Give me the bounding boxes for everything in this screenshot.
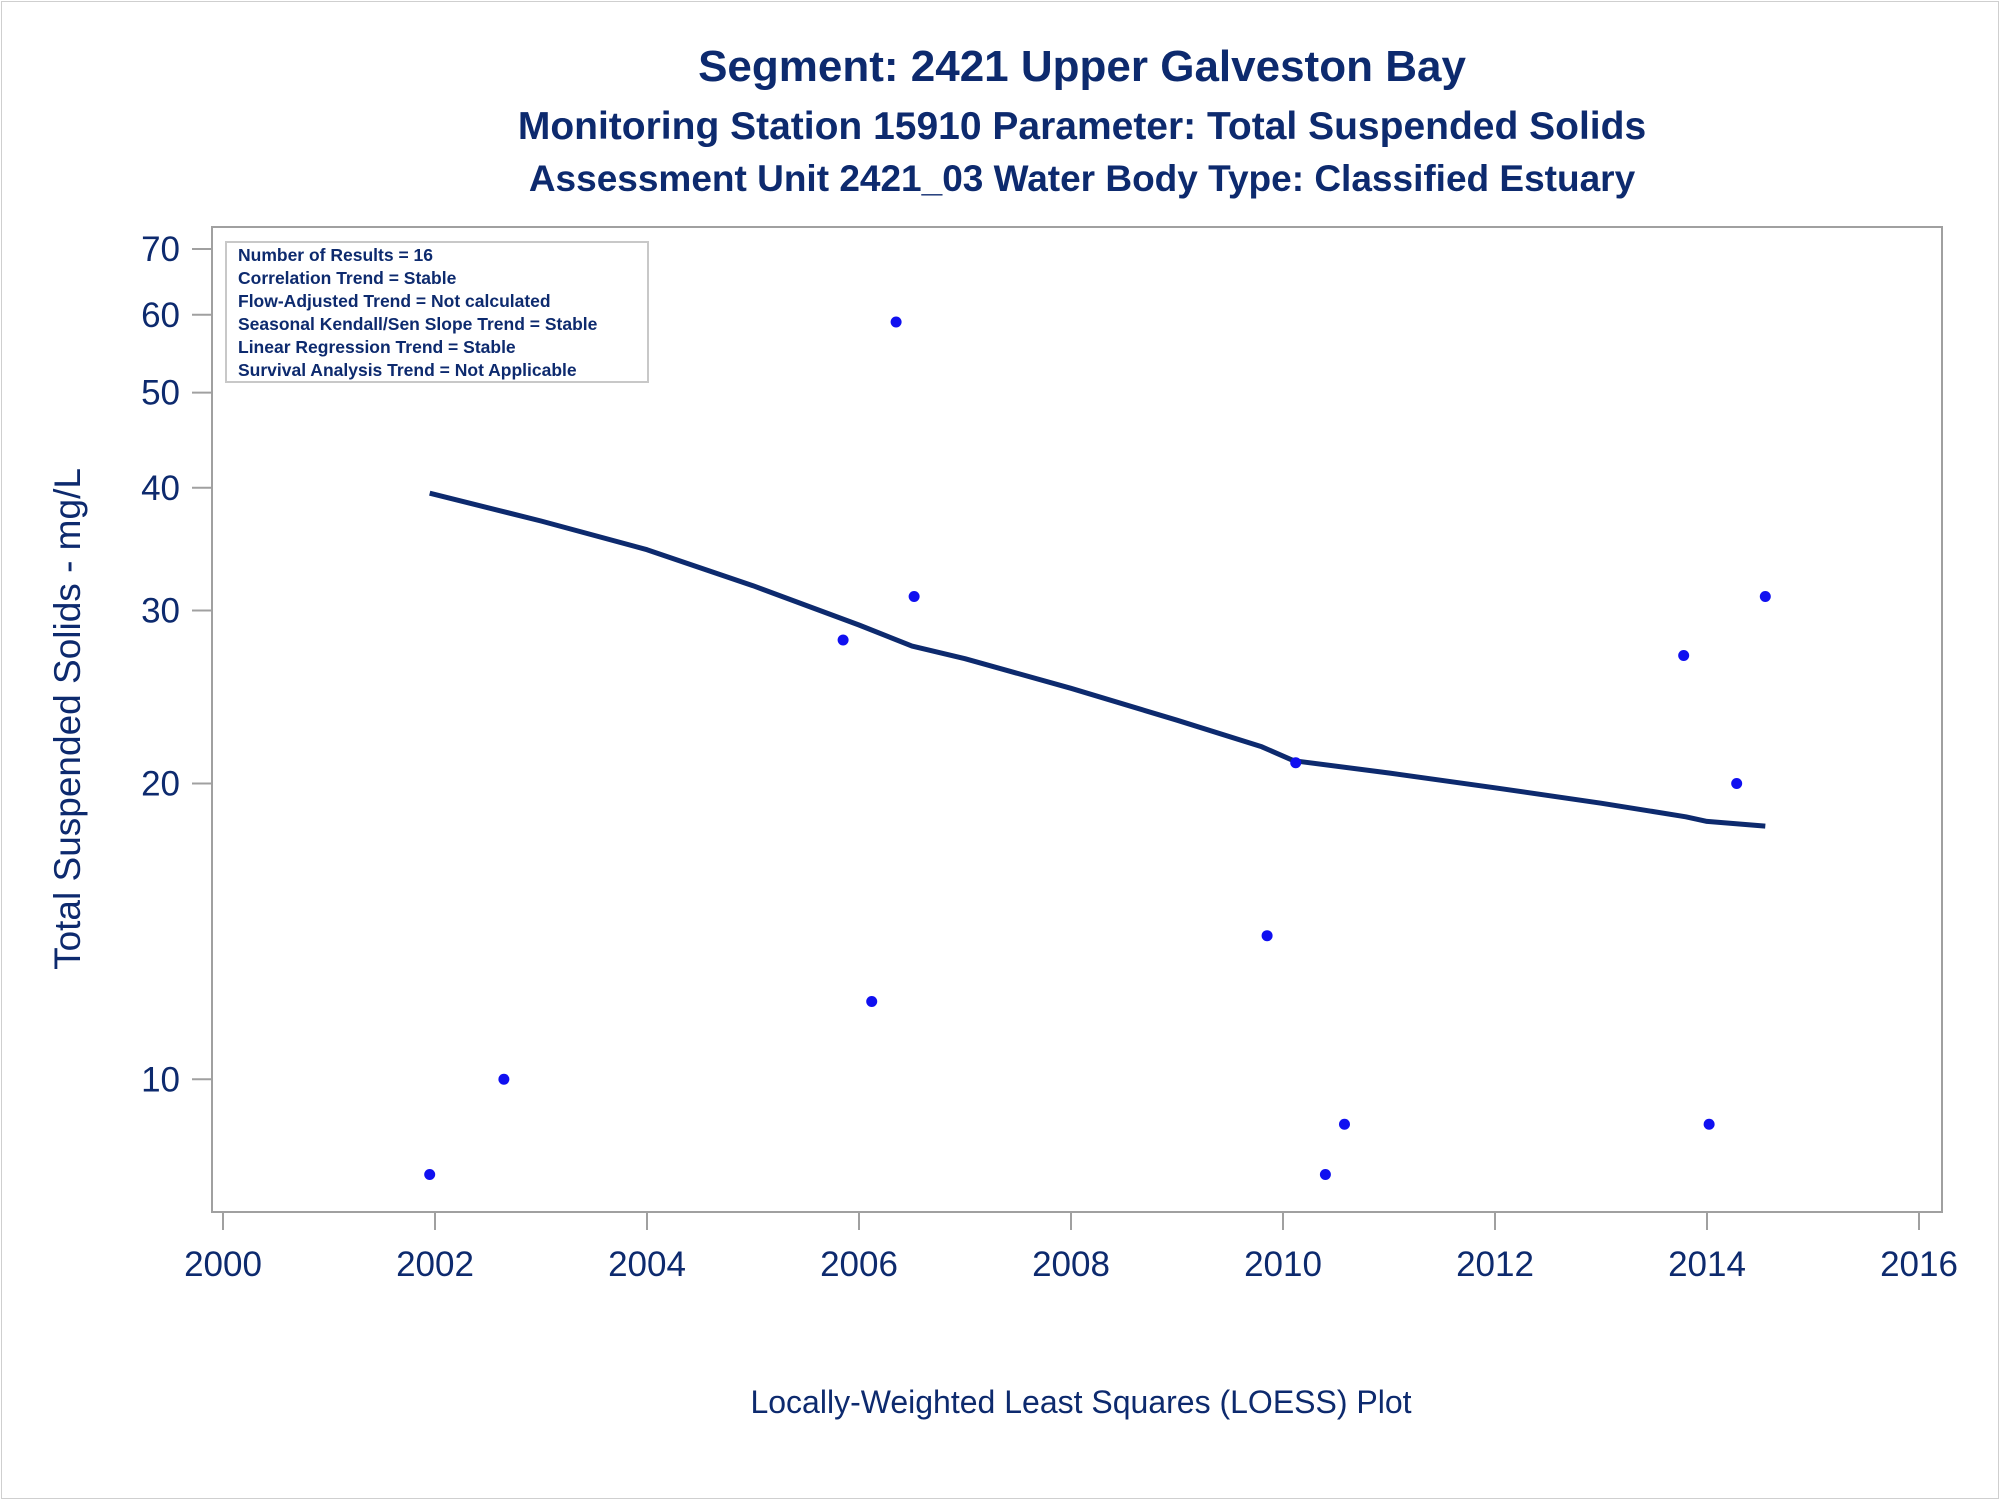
- data-point: [837, 634, 849, 646]
- x-axis: 2000 2002 2004 2006 2008 2010 2012 2014 2016: [184, 1211, 1958, 1284]
- data-point: [1759, 591, 1771, 603]
- y-axis: 10 20 30 40 50 60 70: [141, 227, 213, 1212]
- stats-inset: Number of Results = 16 Correlation Trend…: [225, 241, 649, 383]
- x-tick-label: 2008: [1032, 1245, 1110, 1284]
- x-tick-label: 2012: [1456, 1245, 1534, 1284]
- chart-subtitle-2: Assessment Unit 2421_03 Water Body Type:…: [529, 158, 1636, 199]
- data-point: [866, 995, 878, 1007]
- data-point: [1261, 930, 1273, 942]
- data-point: [424, 1168, 436, 1180]
- x-tick-label: 2016: [1880, 1245, 1958, 1284]
- data-point: [908, 591, 920, 603]
- stats-flow-adjusted-trend: Flow-Adjusted Trend = Not calculated: [238, 291, 551, 311]
- y-tick-label: 30: [141, 592, 180, 631]
- data-point: [1338, 1118, 1350, 1130]
- data-point: [890, 316, 902, 328]
- data-point: [498, 1073, 510, 1085]
- chart-subtitle: Monitoring Station 15910 Parameter: Tota…: [518, 105, 1646, 148]
- stats-number-of-results: Number of Results = 16: [238, 245, 433, 265]
- data-point: [1290, 757, 1302, 769]
- stats-linear-regression-trend: Linear Regression Trend = Stable: [238, 337, 516, 357]
- x-tick-label: 2010: [1244, 1245, 1322, 1284]
- stats-survival-analysis-trend: Survival Analysis Trend = Not Applicable: [238, 360, 577, 380]
- y-tick-label: 20: [141, 765, 180, 804]
- chart-footnote: Locally-Weighted Least Squares (LOESS) P…: [750, 1384, 1411, 1420]
- loess-trend-line: [429, 490, 1766, 829]
- data-point: [1703, 1118, 1715, 1130]
- y-tick-label: 10: [141, 1060, 180, 1099]
- data-points: [424, 243, 1771, 1180]
- stats-inset-box: [225, 241, 649, 383]
- y-tick-label: 40: [141, 469, 180, 508]
- x-tick-label: 2006: [820, 1245, 898, 1284]
- chart-title: Segment: 2421 Upper Galveston Bay: [698, 42, 1466, 91]
- data-point: [1731, 778, 1743, 790]
- x-tick-label: 2014: [1668, 1245, 1746, 1284]
- y-tick-label: 50: [141, 374, 180, 413]
- x-tick-label: 2000: [184, 1245, 262, 1284]
- y-axis-label: Total Suspended Solids - mg/L: [47, 468, 88, 970]
- stats-correlation-trend: Correlation Trend = Stable: [238, 268, 457, 288]
- y-tick-label: 70: [141, 230, 180, 269]
- stats-seasonal-kendall-trend: Seasonal Kendall/Sen Slope Trend = Stabl…: [238, 314, 598, 334]
- data-point: [1678, 649, 1690, 661]
- y-tick-label: 60: [141, 296, 180, 335]
- x-tick-label: 2004: [608, 1245, 686, 1284]
- x-tick-label: 2002: [396, 1245, 474, 1284]
- data-point: [1319, 1168, 1331, 1180]
